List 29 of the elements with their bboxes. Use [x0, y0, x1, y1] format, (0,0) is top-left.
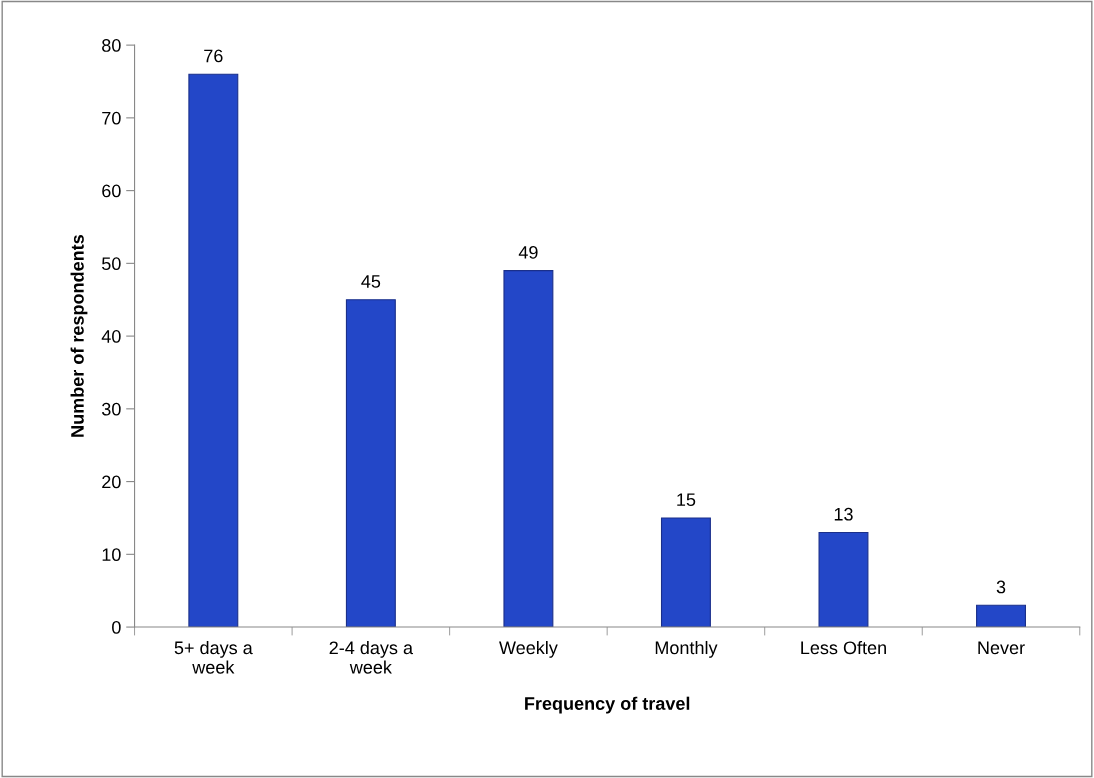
x-tick-label: Monthly [655, 640, 718, 658]
x-axis-title: Frequency of travel [525, 696, 690, 714]
y-tick-label: 50 [102, 257, 121, 271]
bar [345, 299, 396, 628]
data-label: 76 [204, 49, 223, 63]
y-axis-title: Number of respondents [70, 235, 88, 437]
data-label: 45 [361, 275, 381, 288]
y-tick-label: 30 [101, 402, 121, 416]
y-tick-label: 20 [102, 475, 121, 489]
data-label: 15 [677, 493, 696, 507]
y-tick-label: 0 [112, 621, 121, 634]
bar [188, 73, 239, 628]
x-tick-label: Weekly [499, 640, 558, 658]
data-label: 49 [518, 245, 538, 259]
x-tick-label: Less Often [801, 640, 886, 655]
x-tick-label: Never [978, 641, 1025, 655]
y-tick-label: 70 [102, 111, 121, 125]
y-tick-label: 80 [102, 39, 121, 52]
bar [976, 604, 1026, 628]
y-tick-label: 40 [101, 330, 121, 343]
x-tick-label: 2-4 days a week [329, 640, 414, 674]
y-tick-label: 60 [102, 184, 121, 198]
x-tick-label: 5+ days a week [174, 640, 253, 674]
bar [818, 531, 869, 628]
data-label: 3 [996, 580, 1006, 594]
bar [660, 517, 711, 628]
bar [503, 270, 554, 628]
data-label: 13 [834, 507, 853, 521]
y-tick-label: 10 [102, 548, 121, 562]
